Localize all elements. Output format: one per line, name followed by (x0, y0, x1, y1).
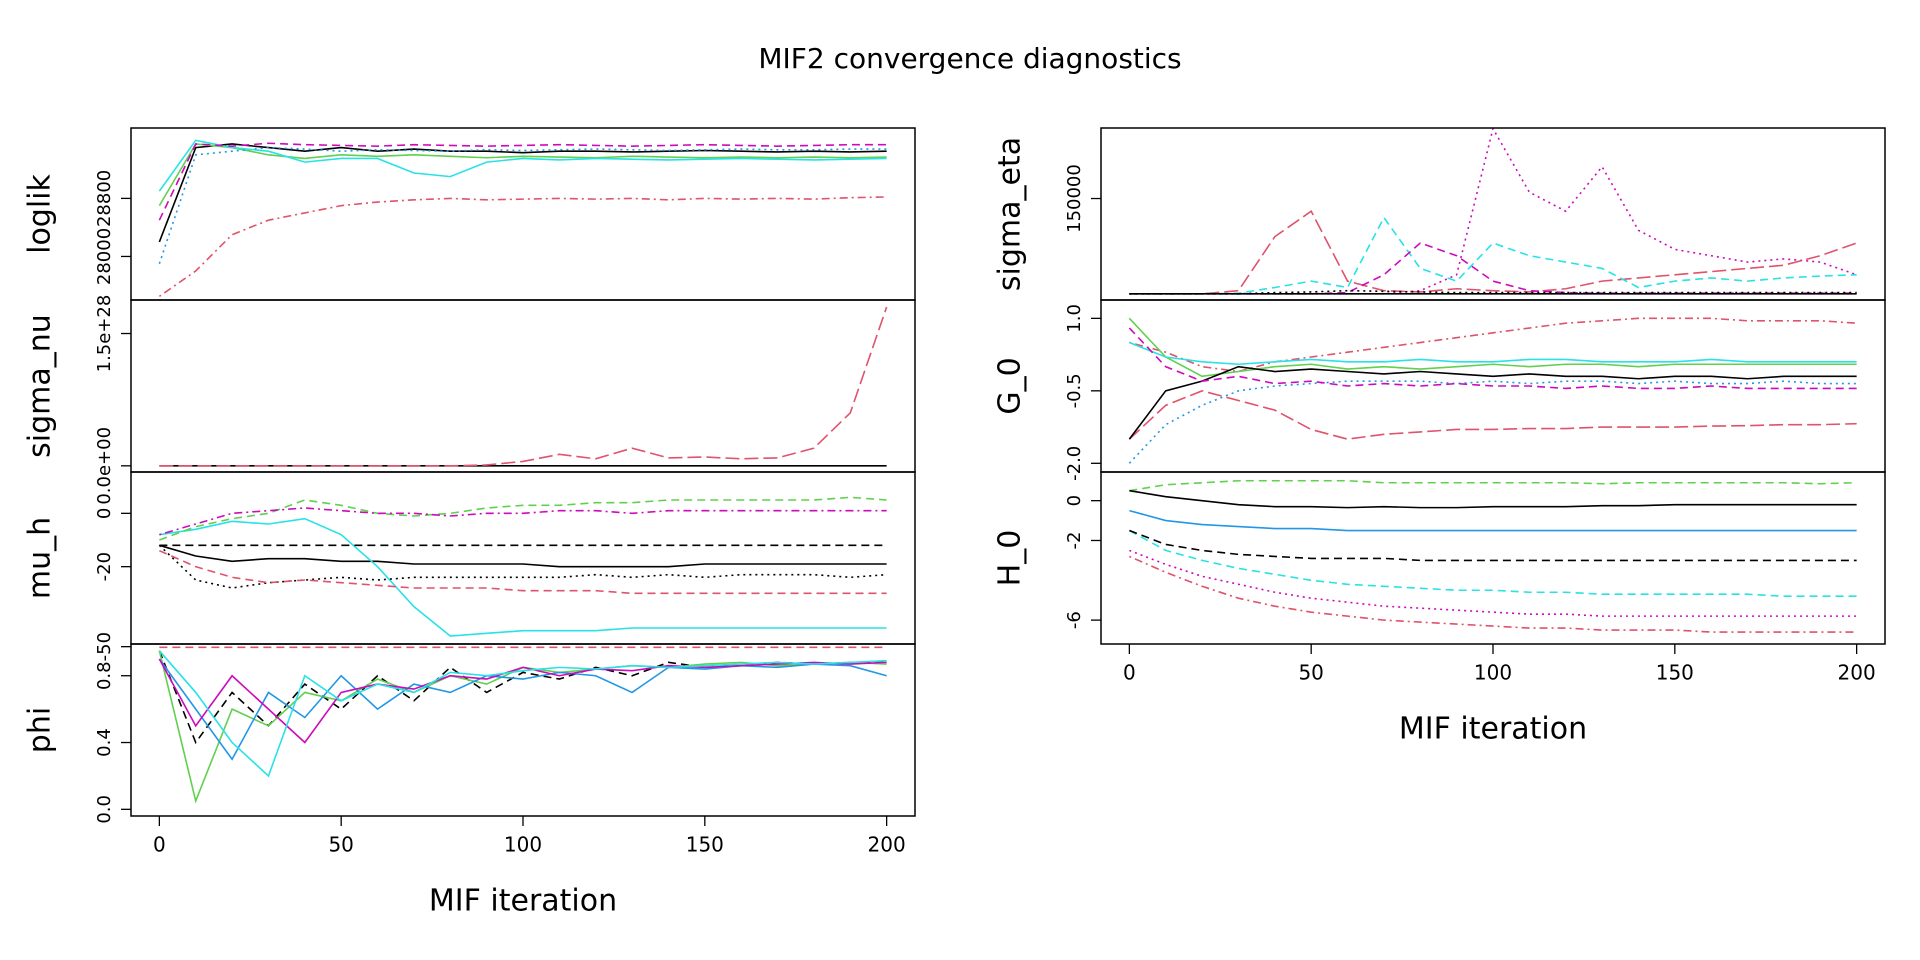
y-tick-label: 28000 (94, 228, 115, 285)
x-tick-label: 0 (153, 833, 166, 857)
series-line (158, 658, 887, 761)
series-line (158, 143, 887, 243)
series-line (1129, 341, 1857, 366)
series-line (1129, 216, 1857, 295)
series-line (1129, 128, 1857, 295)
series-line (1129, 210, 1857, 295)
y-tick-label: 0.4 (94, 728, 115, 757)
y-tick-label: -2.0 (1064, 446, 1085, 481)
series-line (1129, 549, 1857, 617)
series-line (1128, 327, 1857, 390)
series-line (1128, 380, 1857, 464)
panel-frame (1100, 471, 1886, 645)
x-tick-label: 50 (328, 833, 353, 857)
panel-frame (130, 127, 916, 301)
series-line (1129, 479, 1857, 492)
x-tick-label: 100 (504, 833, 542, 857)
x-tick-label: 100 (1474, 661, 1512, 685)
y-tick-label: 150000 (1064, 164, 1085, 233)
x-tick-label: 150 (1656, 661, 1694, 685)
x-tick-label: 0 (1123, 661, 1136, 685)
series-line (159, 496, 887, 541)
series-line (1128, 529, 1857, 598)
series-line (159, 306, 888, 467)
y-tick-label: 0.0e+00 (94, 427, 115, 505)
panel-frame (1100, 127, 1886, 301)
panel (1128, 479, 1857, 633)
x-tick-label: 200 (1838, 661, 1876, 685)
chart-title: MIF2 convergence diagnostics (758, 42, 1181, 75)
y-axis-label: G_0 (993, 357, 1028, 414)
series-line (158, 139, 887, 192)
series-line (1129, 489, 1857, 509)
y-tick-label: -2 (1064, 532, 1085, 550)
x-axis-label: MIF iteration (1399, 712, 1587, 747)
panel-frame (130, 471, 916, 645)
y-tick-label: 0.8 (94, 661, 115, 690)
series-line (158, 658, 887, 744)
y-tick-label: 1.5e+28 (94, 295, 115, 373)
series-line (159, 517, 887, 637)
panel (158, 139, 887, 298)
y-axis-label: mu_h (23, 517, 58, 599)
panel (158, 496, 887, 637)
y-tick-label: -6 (1064, 611, 1085, 629)
series-line (1128, 389, 1857, 440)
x-tick-label: 150 (686, 833, 724, 857)
x-axis-label: MIF iteration (429, 884, 617, 919)
y-axis-label: sigma_eta (993, 137, 1028, 291)
series-line (158, 650, 887, 778)
series-line (158, 143, 887, 207)
y-tick-label: 28800 (94, 170, 115, 227)
y-axis-label: phi (23, 707, 58, 753)
y-tick-label: 0.0 (94, 795, 115, 824)
series-line (1129, 509, 1857, 532)
series-line (159, 507, 887, 536)
series-line (158, 544, 887, 589)
y-tick-label: 0 (94, 508, 115, 519)
series-line (159, 544, 887, 568)
y-tick-label: -50 (94, 632, 115, 661)
series-line (158, 146, 887, 264)
panel (159, 306, 888, 467)
panel-frame (130, 299, 916, 473)
panel (158, 646, 887, 804)
series-line (1128, 317, 1857, 378)
series-line (1129, 242, 1857, 295)
y-axis-label: loglik (23, 173, 58, 253)
series-line (159, 549, 887, 595)
series-line (1129, 317, 1857, 373)
panel (1128, 317, 1857, 464)
y-tick-label: -20 (94, 552, 115, 581)
panel (1129, 128, 1857, 295)
x-tick-label: 200 (868, 833, 906, 857)
y-axis-label: H_0 (993, 530, 1028, 587)
series-line (1128, 365, 1857, 440)
y-tick-label: -0.5 (1064, 373, 1085, 408)
series-line (1129, 555, 1857, 633)
y-tick-label: 1.0 (1064, 304, 1085, 333)
x-tick-label: 50 (1298, 661, 1323, 685)
y-axis-label: sigma_nu (23, 314, 58, 458)
series-line (1129, 529, 1857, 562)
y-tick-label: 0 (1064, 495, 1085, 506)
series-line (158, 196, 887, 298)
series-line (158, 142, 887, 221)
